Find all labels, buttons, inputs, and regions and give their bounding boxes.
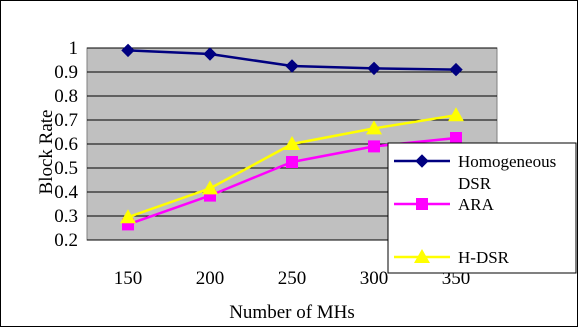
data-point bbox=[202, 180, 218, 195]
data-point bbox=[366, 120, 382, 135]
y-tick-label: 0.3 bbox=[54, 206, 78, 227]
data-point bbox=[286, 156, 298, 168]
x-axis-title: Number of MHs bbox=[229, 302, 355, 323]
data-point bbox=[121, 43, 135, 58]
y-tick-label: 0.6 bbox=[54, 134, 78, 155]
legend-swatch-marker bbox=[414, 249, 430, 263]
x-tick-label: 250 bbox=[278, 268, 307, 289]
legend-swatch-marker bbox=[416, 198, 428, 210]
data-point bbox=[285, 59, 299, 73]
y-tick-label: 0.9 bbox=[54, 62, 78, 83]
y-tick-label: 0.8 bbox=[54, 86, 78, 107]
y-tick-label: 1 bbox=[69, 38, 79, 59]
legend-label: H-DSR bbox=[458, 248, 510, 267]
data-point bbox=[367, 61, 381, 76]
data-point bbox=[368, 140, 380, 153]
legend-swatch-marker bbox=[415, 154, 429, 168]
data-point bbox=[284, 136, 300, 150]
x-tick-label: 200 bbox=[196, 268, 225, 289]
legend-label: DSR bbox=[458, 174, 492, 193]
legend-label: Homogeneous bbox=[458, 152, 556, 171]
series-h-dsr bbox=[120, 107, 464, 224]
y-tick-label: 0.7 bbox=[54, 110, 78, 131]
y-axis-title: Block Rate bbox=[36, 110, 57, 195]
legend: Homogeneous DSR ARA H-DSR bbox=[387, 142, 577, 274]
legend-item-ara: ARA bbox=[394, 195, 495, 214]
legend-item-homogeneous-dsr: Homogeneous DSR bbox=[394, 152, 556, 193]
series-homogeneous-dsr bbox=[121, 43, 463, 77]
x-tick-label: 300 bbox=[360, 268, 389, 289]
data-point bbox=[449, 62, 463, 77]
y-tick-labels: 0.2 0.3 0.4 0.5 0.6 0.7 0.8 0.9 1 bbox=[54, 38, 78, 251]
data-point bbox=[203, 47, 217, 61]
y-tick-label: 0.4 bbox=[54, 182, 78, 203]
legend-item-h-dsr: H-DSR bbox=[394, 248, 510, 267]
y-tick-label: 0.5 bbox=[54, 158, 78, 179]
data-point bbox=[120, 209, 136, 224]
x-tick-label: 150 bbox=[114, 268, 143, 289]
y-tick-label: 0.2 bbox=[54, 230, 78, 251]
legend-label: ARA bbox=[458, 195, 495, 214]
data-point bbox=[448, 107, 464, 122]
data-point bbox=[450, 132, 462, 144]
